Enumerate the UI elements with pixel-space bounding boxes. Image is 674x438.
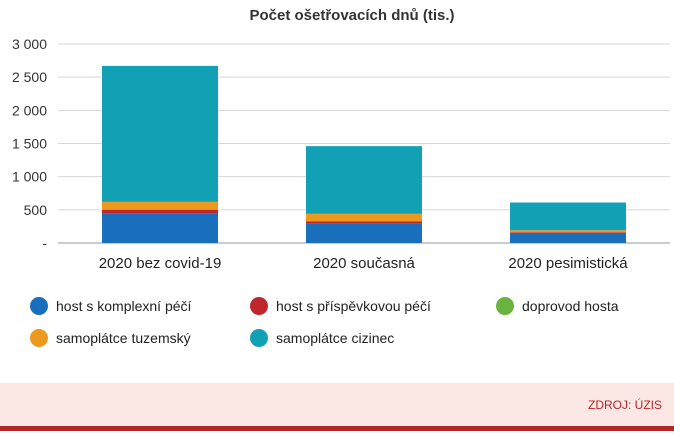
bar-segment bbox=[102, 209, 218, 214]
legend-label: host s komplexní péčí bbox=[56, 298, 192, 314]
legend-marker bbox=[250, 297, 268, 315]
chart-title: Počet ošetřovacích dnů (tis.) bbox=[249, 7, 454, 24]
legend-marker bbox=[250, 329, 268, 347]
y-tick-label: 3 000 bbox=[12, 36, 47, 52]
bar-segment bbox=[306, 223, 422, 243]
y-tick-label: 500 bbox=[24, 202, 48, 218]
bar-segment bbox=[510, 202, 626, 231]
x-category-label: 2020 bez covid-19 bbox=[99, 255, 222, 272]
footer-rule bbox=[0, 426, 674, 431]
y-tick-label: 1 000 bbox=[12, 169, 47, 185]
legend-label: doprovod hosta bbox=[522, 298, 619, 314]
legend-label: host s příspěvkovou péčí bbox=[276, 298, 431, 314]
bar-segment bbox=[510, 230, 626, 233]
bar-segment bbox=[102, 213, 218, 243]
x-category-label: 2020 pesimistická bbox=[508, 255, 628, 272]
bar-segment bbox=[306, 221, 422, 224]
legend: host s komplexní péčí host s příspěvkovou… bbox=[30, 297, 619, 347]
y-axis-ticks: - 500 1 000 1 500 2 000 2 500 3 000 bbox=[12, 36, 47, 251]
y-tick-label: - bbox=[42, 235, 47, 251]
bars bbox=[102, 65, 626, 243]
bar-segment bbox=[510, 233, 626, 243]
bar-segment bbox=[102, 201, 218, 210]
y-tick-label: 2 500 bbox=[12, 69, 47, 85]
y-tick-label: 2 000 bbox=[12, 102, 47, 118]
stacked-bar-chart: Počet ošetřovacích dnů (tis.) - 500 1 000 1… bbox=[12, 7, 670, 347]
bar-segment bbox=[306, 146, 422, 214]
source-note: ZDROJ: ÚZIS bbox=[588, 398, 662, 412]
legend-marker bbox=[30, 329, 48, 347]
x-category-label: 2020 současná bbox=[313, 255, 415, 272]
bar-segment bbox=[306, 213, 422, 222]
bar-segment bbox=[510, 232, 626, 234]
legend-label: samoplátce cizinec bbox=[276, 330, 394, 346]
footer-band bbox=[0, 383, 674, 426]
y-tick-label: 1 500 bbox=[12, 136, 47, 152]
legend-label: samoplátce tuzemský bbox=[56, 330, 191, 346]
legend-marker bbox=[496, 297, 514, 315]
legend-marker bbox=[30, 297, 48, 315]
bar-segment bbox=[102, 65, 218, 202]
x-axis-categories: 2020 bez covid-19 2020 současná 2020 pesim… bbox=[99, 255, 629, 272]
